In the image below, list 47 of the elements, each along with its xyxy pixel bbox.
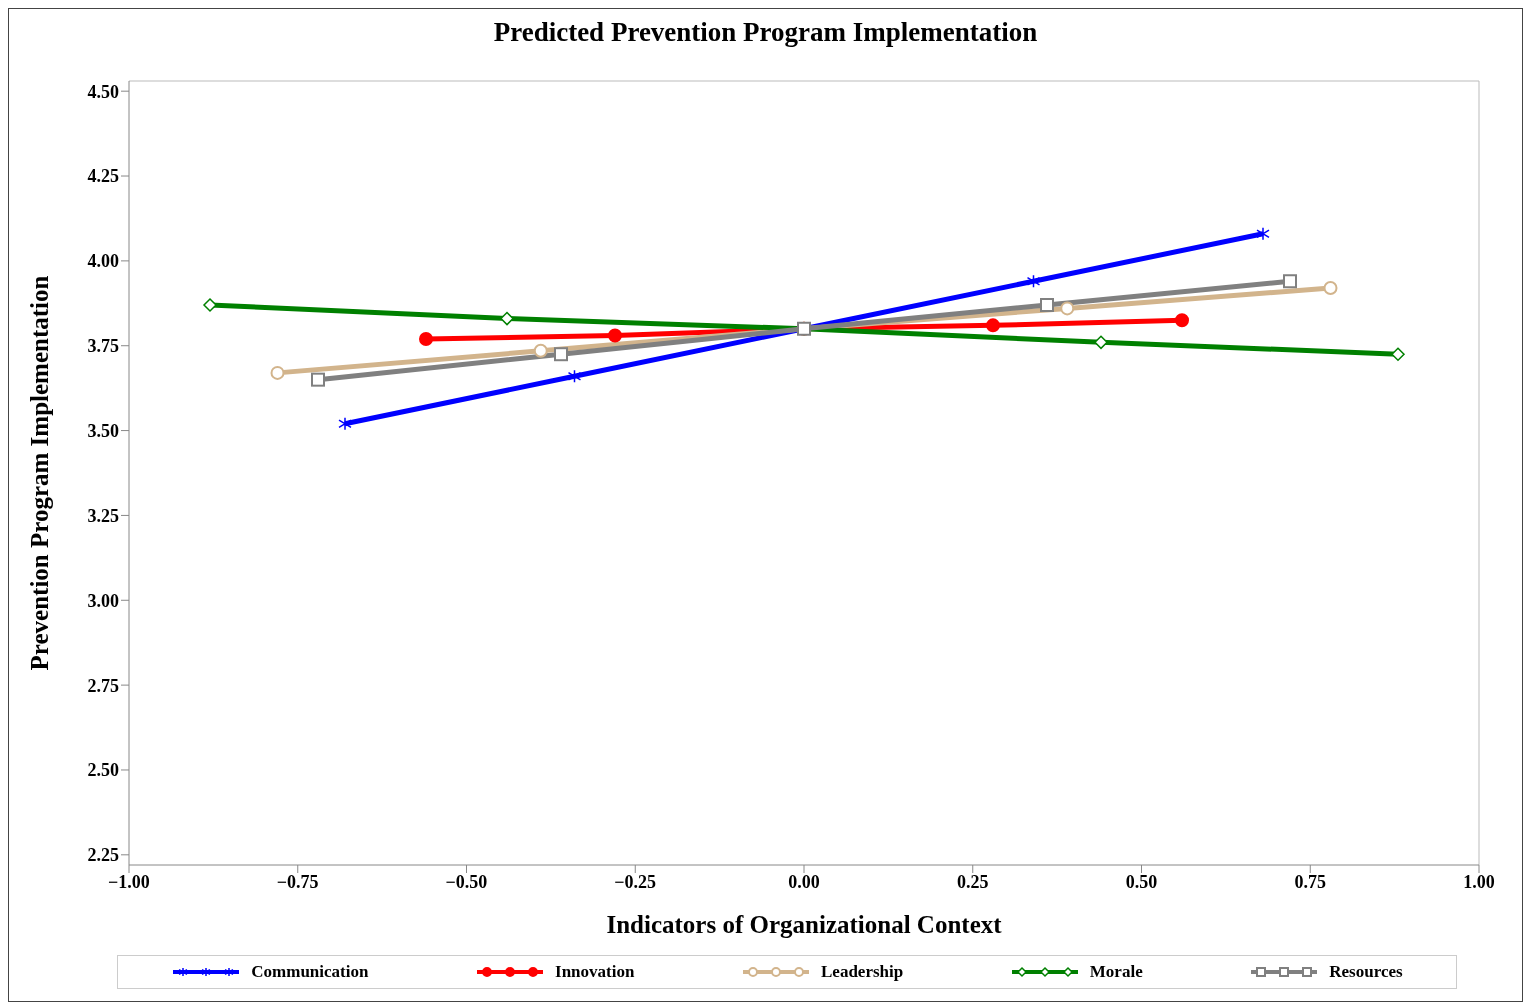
x-tick-label: 0.25 bbox=[957, 871, 989, 892]
x-tick-label: 0.75 bbox=[1294, 871, 1326, 892]
x-tick-label: −0.50 bbox=[445, 871, 488, 892]
y-tick-label: 3.00 bbox=[87, 590, 119, 611]
point bbox=[203, 298, 217, 312]
point bbox=[1391, 347, 1405, 361]
x-tick-label: 0.50 bbox=[1125, 871, 1158, 892]
point bbox=[338, 417, 352, 431]
y-tick-label: 2.25 bbox=[87, 845, 119, 866]
legend-label: Resources bbox=[1329, 962, 1403, 982]
y-tick-label: 4.50 bbox=[87, 81, 119, 102]
y-tick-label: 4.00 bbox=[87, 251, 119, 272]
point bbox=[608, 328, 622, 343]
legend-label: Leadership bbox=[821, 962, 904, 982]
y-tick-label: 4.25 bbox=[87, 166, 119, 187]
point bbox=[1283, 274, 1297, 289]
point bbox=[533, 343, 548, 358]
y-tick-label: 2.75 bbox=[87, 675, 119, 696]
point bbox=[1175, 313, 1189, 328]
y-axis-title: Prevention Program Implementation bbox=[25, 275, 53, 671]
point bbox=[1026, 274, 1041, 288]
legend-label: Innovation bbox=[555, 962, 635, 982]
x-tick-label: 0.00 bbox=[788, 871, 820, 892]
x-tick-label: 1.00 bbox=[1463, 871, 1495, 892]
y-tick-label: 2.50 bbox=[87, 760, 119, 781]
point bbox=[311, 372, 325, 387]
point bbox=[986, 318, 1000, 333]
point bbox=[554, 347, 568, 362]
x-tick-label: −0.75 bbox=[276, 871, 319, 892]
x-tick-label: −0.25 bbox=[614, 871, 657, 892]
point bbox=[567, 369, 582, 384]
point bbox=[1323, 281, 1338, 296]
y-tick-label: 3.25 bbox=[87, 505, 119, 526]
y-tick-label: 3.75 bbox=[87, 336, 119, 357]
legend-label: Morale bbox=[1089, 962, 1143, 982]
point bbox=[1060, 301, 1075, 316]
legend-label: Communication bbox=[251, 962, 369, 982]
point bbox=[500, 311, 514, 326]
x-axis-title: Indicators of Organizational Context bbox=[606, 911, 1003, 938]
chart-title: Predicted Prevention Program Implementation bbox=[492, 17, 1039, 49]
point bbox=[1040, 298, 1054, 312]
point bbox=[270, 365, 285, 380]
x-tick-label: −1.00 bbox=[108, 871, 150, 892]
y-tick-label: 3.50 bbox=[87, 420, 119, 441]
point bbox=[1094, 335, 1108, 350]
point bbox=[419, 331, 433, 346]
point bbox=[1256, 226, 1270, 241]
